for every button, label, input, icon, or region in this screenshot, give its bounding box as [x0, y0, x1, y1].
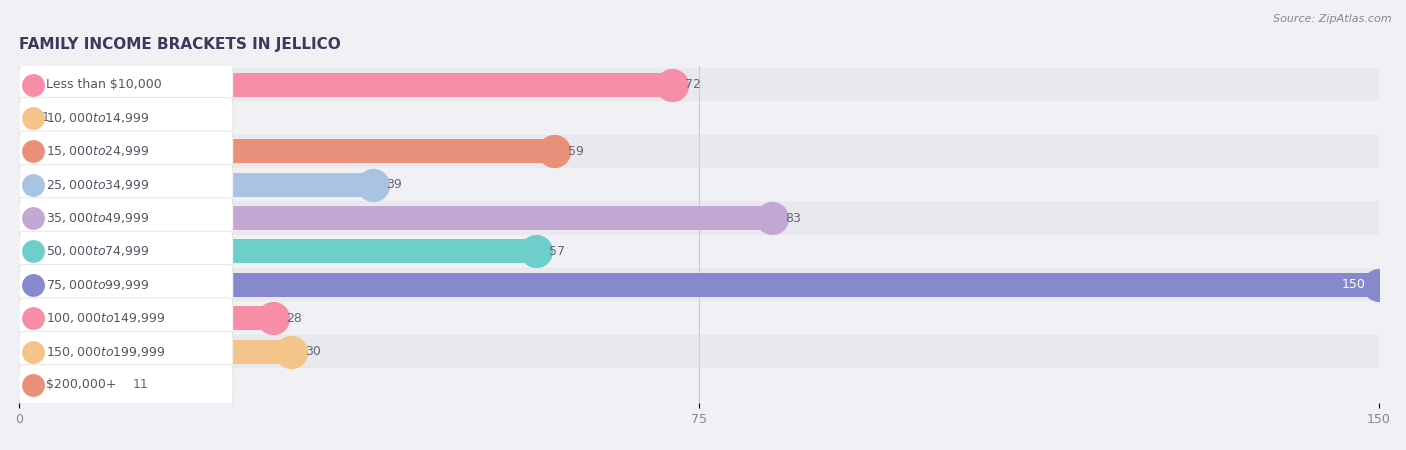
- Text: $150,000 to $199,999: $150,000 to $199,999: [46, 345, 166, 359]
- Text: 39: 39: [387, 178, 402, 191]
- Point: [17, 114, 39, 122]
- FancyBboxPatch shape: [20, 298, 233, 338]
- Text: 30: 30: [305, 345, 321, 358]
- Text: $25,000 to $34,999: $25,000 to $34,999: [46, 178, 149, 192]
- Bar: [20, 101, 1379, 135]
- FancyBboxPatch shape: [20, 64, 233, 105]
- Point: [661, 81, 683, 88]
- Text: Source: ZipAtlas.com: Source: ZipAtlas.com: [1274, 14, 1392, 23]
- Bar: [20, 268, 1379, 302]
- Text: 83: 83: [785, 212, 801, 225]
- Point: [107, 381, 129, 388]
- Text: $10,000 to $14,999: $10,000 to $14,999: [46, 111, 149, 125]
- Bar: [20, 368, 1379, 401]
- Point: [280, 348, 302, 355]
- Point: [21, 114, 44, 122]
- Bar: [20, 206, 772, 230]
- Point: [524, 248, 547, 255]
- Bar: [20, 139, 554, 163]
- Text: 150: 150: [1341, 278, 1365, 291]
- Bar: [20, 173, 373, 197]
- Point: [21, 348, 44, 355]
- Point: [543, 148, 565, 155]
- Bar: [20, 168, 1379, 201]
- Text: 72: 72: [686, 78, 702, 91]
- Bar: [20, 201, 1379, 235]
- Text: Less than $10,000: Less than $10,000: [46, 78, 162, 91]
- FancyBboxPatch shape: [20, 265, 233, 305]
- Text: $50,000 to $74,999: $50,000 to $74,999: [46, 244, 149, 258]
- FancyBboxPatch shape: [20, 98, 233, 138]
- Text: 11: 11: [132, 378, 148, 392]
- Bar: [20, 340, 291, 364]
- Text: FAMILY INCOME BRACKETS IN JELLICO: FAMILY INCOME BRACKETS IN JELLICO: [20, 37, 340, 53]
- Text: 57: 57: [550, 245, 565, 258]
- Text: $15,000 to $24,999: $15,000 to $24,999: [46, 144, 149, 158]
- Point: [1368, 281, 1391, 288]
- Text: $75,000 to $99,999: $75,000 to $99,999: [46, 278, 149, 292]
- Point: [361, 181, 384, 188]
- Point: [21, 381, 44, 388]
- Bar: [20, 273, 1379, 297]
- Bar: [20, 235, 1379, 268]
- Bar: [20, 135, 1379, 168]
- Point: [262, 315, 284, 322]
- Bar: [20, 373, 118, 397]
- Bar: [20, 72, 672, 97]
- Point: [21, 281, 44, 288]
- FancyBboxPatch shape: [20, 131, 233, 171]
- Point: [21, 248, 44, 255]
- Point: [21, 181, 44, 188]
- Point: [21, 215, 44, 222]
- Bar: [20, 306, 273, 330]
- Text: 1: 1: [42, 112, 49, 124]
- Bar: [20, 239, 536, 263]
- Bar: [20, 68, 1379, 101]
- Point: [21, 148, 44, 155]
- Point: [21, 315, 44, 322]
- FancyBboxPatch shape: [20, 331, 233, 372]
- FancyBboxPatch shape: [20, 164, 233, 205]
- Text: 28: 28: [287, 312, 302, 324]
- Bar: [20, 302, 1379, 335]
- Point: [761, 215, 783, 222]
- FancyBboxPatch shape: [20, 231, 233, 272]
- Text: $200,000+: $200,000+: [46, 378, 117, 392]
- Text: $35,000 to $49,999: $35,000 to $49,999: [46, 211, 149, 225]
- Bar: [20, 335, 1379, 368]
- Text: 59: 59: [568, 145, 583, 158]
- Text: $100,000 to $149,999: $100,000 to $149,999: [46, 311, 166, 325]
- Bar: [20, 106, 28, 130]
- Point: [21, 81, 44, 88]
- FancyBboxPatch shape: [20, 198, 233, 238]
- FancyBboxPatch shape: [20, 364, 233, 405]
